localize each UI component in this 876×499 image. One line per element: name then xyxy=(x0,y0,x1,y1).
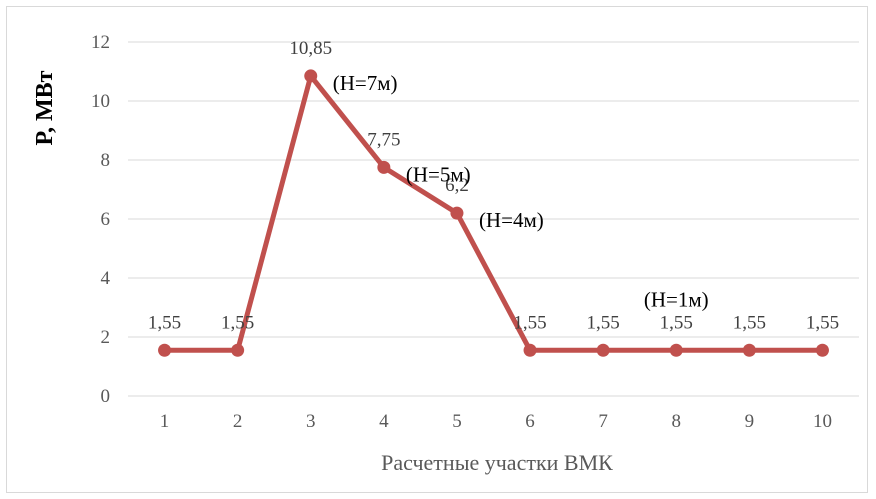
series-line xyxy=(164,73,823,353)
data-label: 1,55 xyxy=(221,312,254,333)
x-tick-label: 7 xyxy=(598,411,608,432)
x-tick-label: 5 xyxy=(452,411,462,432)
data-point xyxy=(669,343,683,357)
data-point xyxy=(596,343,610,357)
y-tick-label: 4 xyxy=(101,268,111,289)
x-tick-label: 1 xyxy=(160,411,170,432)
data-point xyxy=(231,343,245,357)
x-tick-label: 4 xyxy=(379,411,389,432)
y-axis-ticks: 0 2 4 6 8 10 12 xyxy=(91,32,111,407)
data-label: 7,75 xyxy=(367,129,400,150)
x-axis-ticks: 1 2 3 4 5 6 7 8 9 10 xyxy=(160,411,832,432)
x-tick-label: 10 xyxy=(813,411,832,432)
data-label: 1,55 xyxy=(806,312,839,333)
data-label: 1,55 xyxy=(148,312,181,333)
data-point xyxy=(377,160,391,174)
data-label: 10,85 xyxy=(289,38,332,59)
y-tick-label: 12 xyxy=(91,32,110,53)
x-tick-label: 9 xyxy=(745,411,755,432)
y-tick-label: 8 xyxy=(101,150,111,171)
x-tick-label: 8 xyxy=(672,411,682,432)
y-axis-title: P, МВт xyxy=(32,70,58,145)
x-tick-label: 3 xyxy=(306,411,316,432)
x-tick-label: 6 xyxy=(525,411,535,432)
data-point xyxy=(450,206,464,220)
y-tick-label: 0 xyxy=(101,386,111,407)
data-label: 6,2 xyxy=(445,175,469,196)
data-label: 1,55 xyxy=(733,312,766,333)
data-point xyxy=(742,343,756,357)
x-tick-label: 2 xyxy=(233,411,243,432)
y-tick-label: 6 xyxy=(101,209,111,230)
data-point xyxy=(158,343,172,357)
y-tick-label: 2 xyxy=(101,327,111,348)
data-point xyxy=(523,343,537,357)
gridlines xyxy=(128,41,859,338)
data-label: 1,55 xyxy=(587,312,620,333)
annotation-label: (H=4м) xyxy=(479,208,544,232)
annotation-label: (H=7м) xyxy=(333,71,398,95)
annotation-label: (H=5м) xyxy=(406,162,471,186)
data-points xyxy=(158,69,829,357)
data-label: 1,55 xyxy=(660,312,693,333)
annotations: (H=7м) (H=5м) (H=4м) (H=1м) xyxy=(333,71,709,311)
data-labels: 1,55 1,55 10,85 7,75 6,2 1,55 1,55 1,55 1,55 1,55 xyxy=(148,38,839,333)
data-point xyxy=(815,343,829,357)
data-point xyxy=(304,69,318,83)
y-tick-label: 10 xyxy=(91,91,110,112)
x-axis-title: Расчетные участки ВМК xyxy=(381,450,613,475)
data-label: 1,55 xyxy=(513,312,546,333)
annotation-label: (H=1м) xyxy=(644,287,709,311)
chart-frame xyxy=(6,6,868,493)
